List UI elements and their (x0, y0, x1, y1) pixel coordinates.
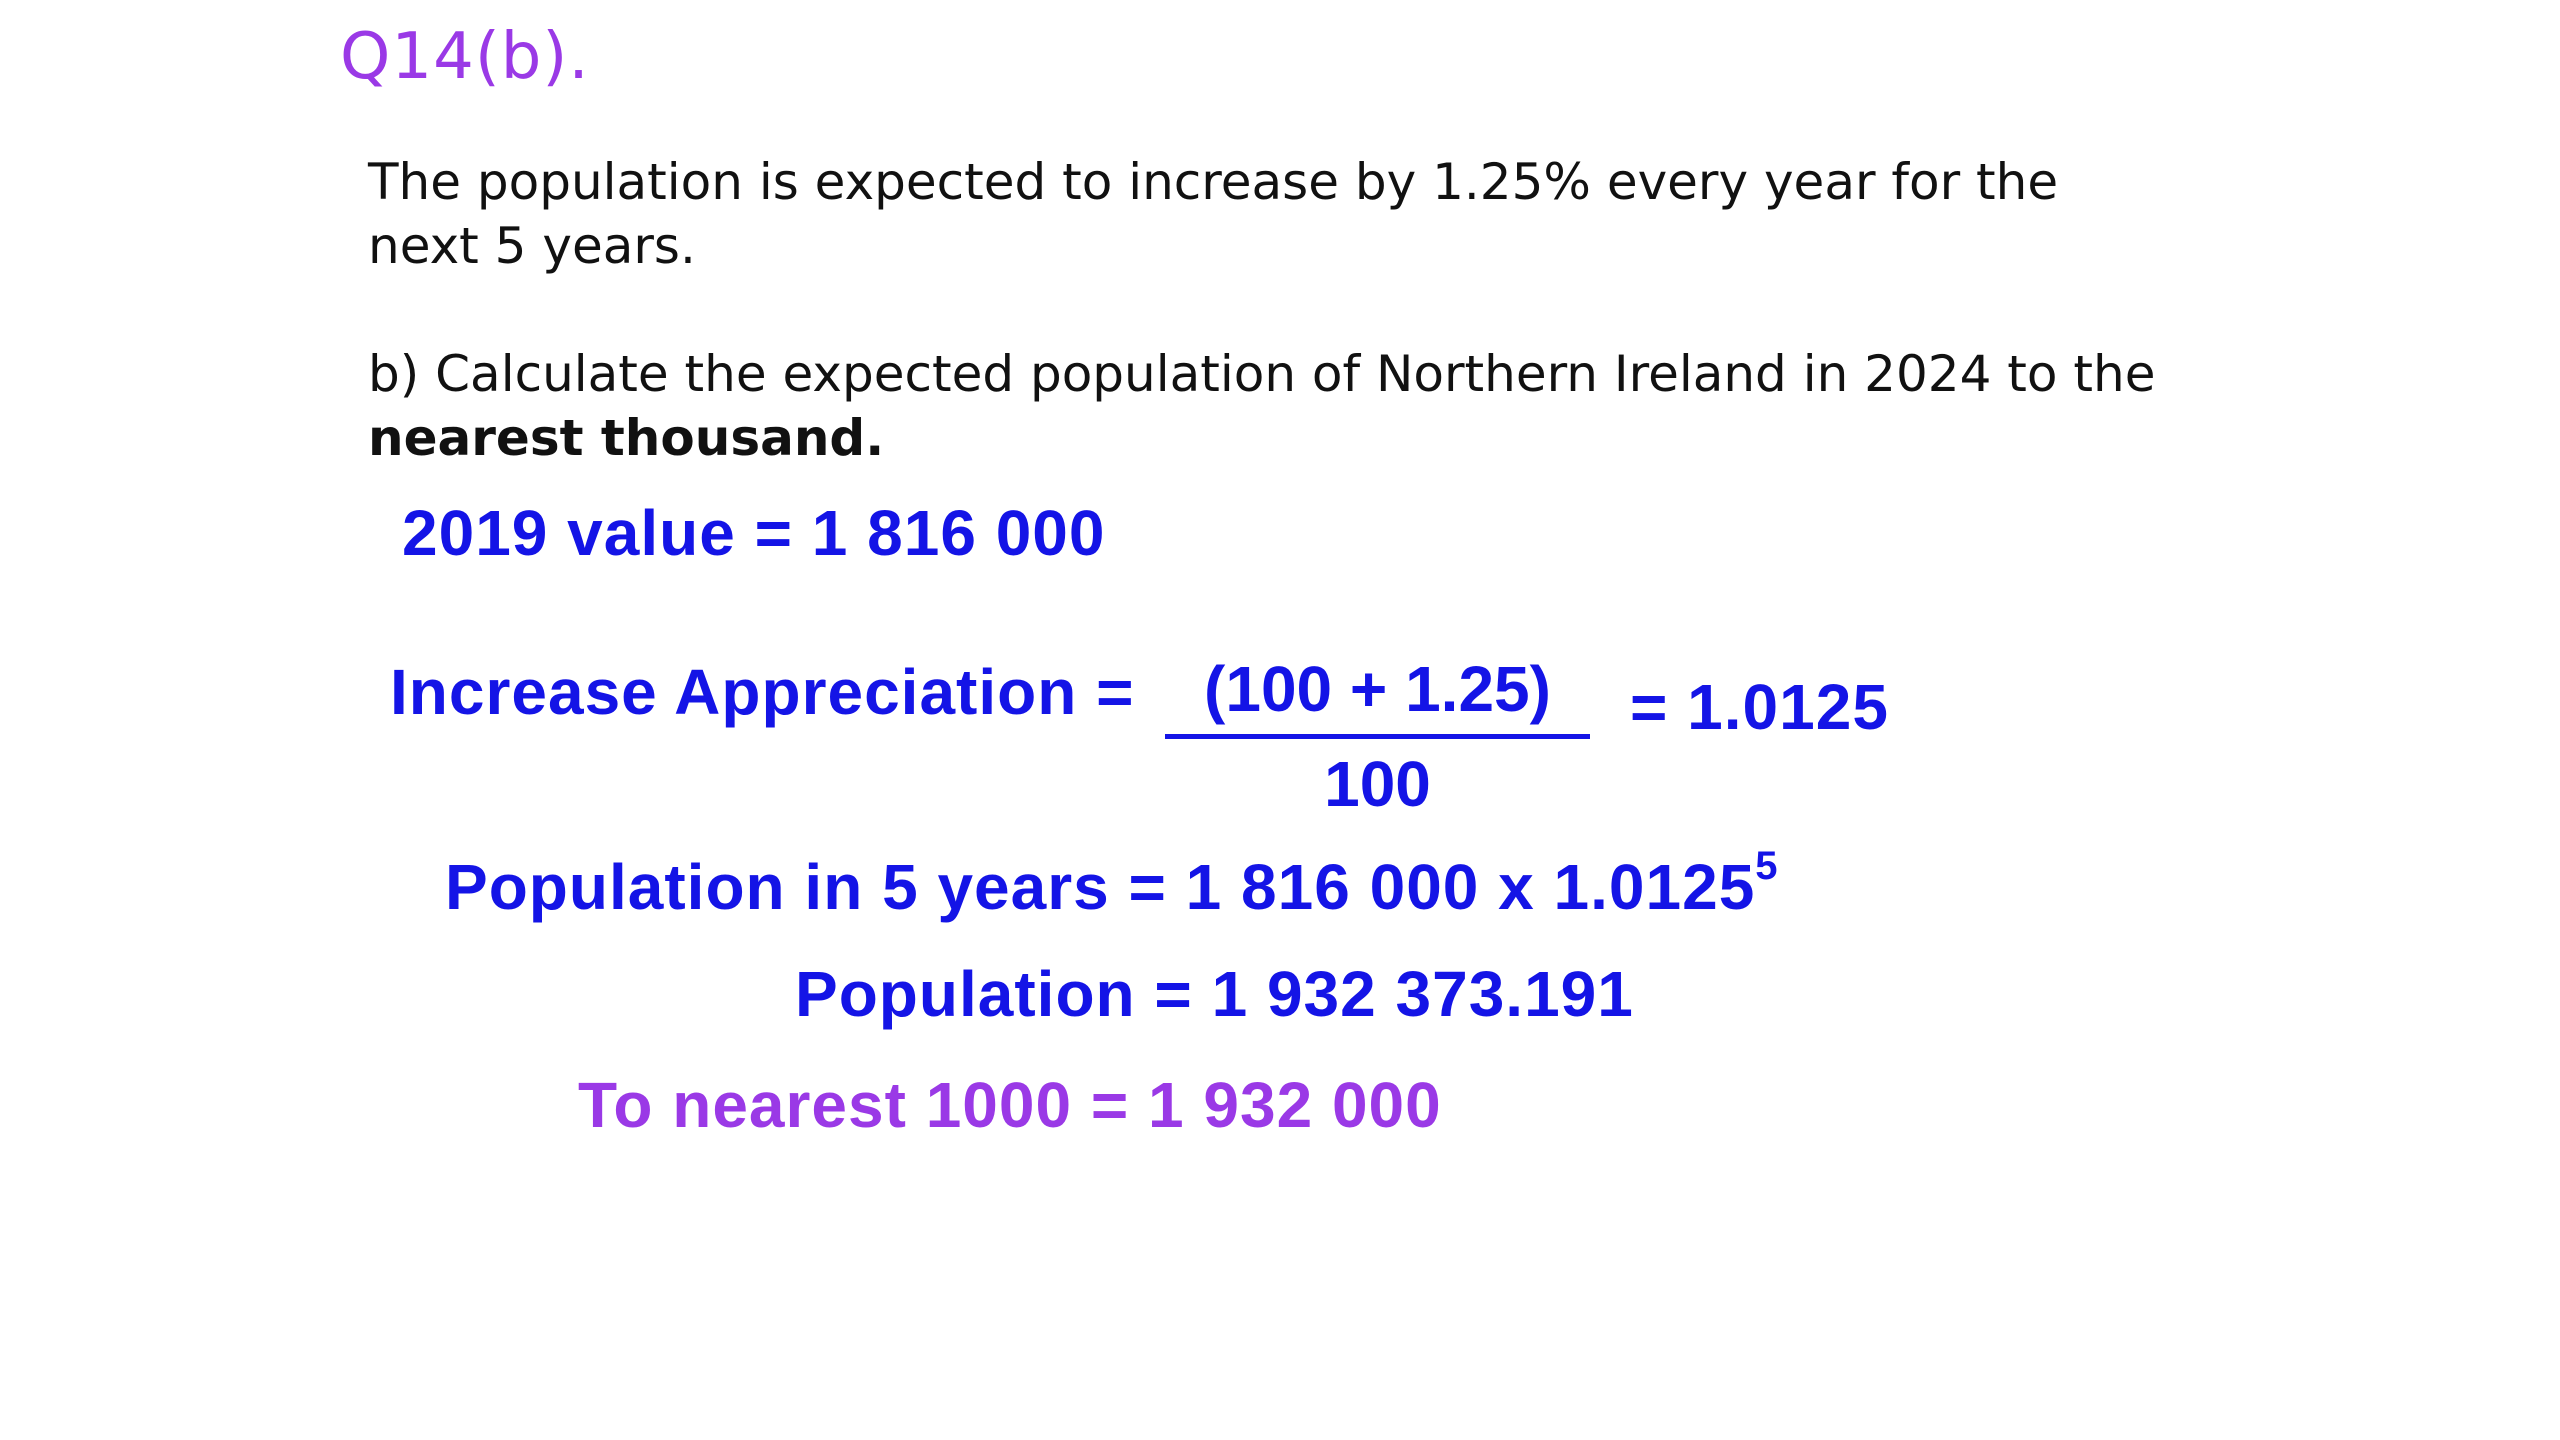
fraction-denominator: 100 (1324, 748, 1431, 820)
working-2019-value: 2019 value = 1 816 000 (402, 497, 1106, 569)
question-title: Q14(b). (340, 20, 590, 94)
fraction-bar (1165, 734, 1590, 739)
population-5-years-exponent: 5 (1755, 844, 1779, 888)
working-population-5-years: Population in 5 years = 1 816 000 x 1.01… (445, 846, 1779, 924)
fraction-numerator: (100 + 1.25) (1204, 653, 1551, 725)
intro-line-2: next 5 years. (368, 217, 696, 275)
population-5-years-text: Population in 5 years = 1 816 000 x 1.01… (445, 851, 1756, 923)
question-intro: The population is expected to increase b… (368, 150, 2058, 278)
question-part-b: b) Calculate the expected population of … (368, 342, 2155, 470)
working-population: Population = 1 932 373.191 (795, 958, 1634, 1030)
working-increase-label: Increase Appreciation = (390, 656, 1135, 728)
final-answer: To nearest 1000 = 1 932 000 (578, 1069, 1442, 1141)
intro-line-1: The population is expected to increase b… (368, 153, 2059, 211)
working-fraction: (100 + 1.25) 100 (1165, 650, 1590, 819)
part-b-line-1: b) Calculate the expected population of … (368, 345, 2156, 403)
working-increase-result: = 1.0125 (1630, 671, 1889, 743)
part-b-line-2: nearest thousand. (368, 409, 885, 467)
